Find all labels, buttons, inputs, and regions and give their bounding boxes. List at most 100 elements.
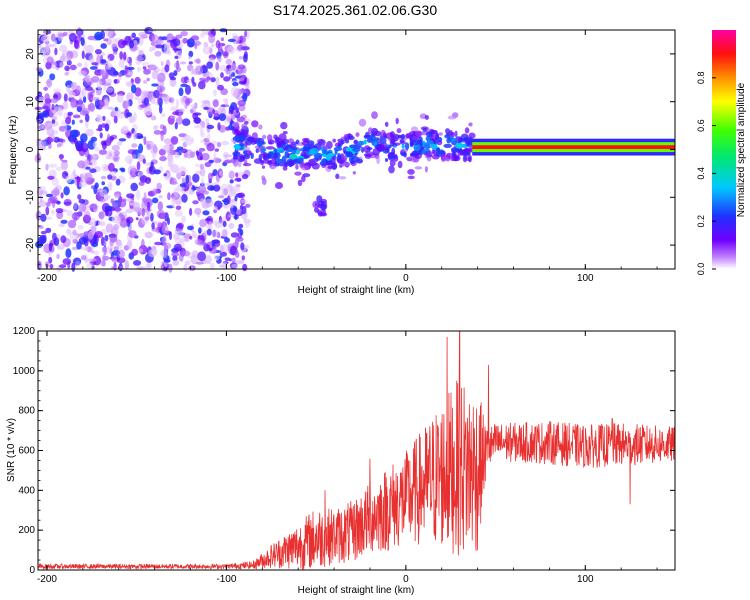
noise-cell [73, 202, 78, 210]
x-tick-label: 0 [403, 574, 409, 585]
noise-cell [78, 180, 87, 188]
noise-cell [103, 38, 109, 42]
noise-cell [187, 225, 194, 231]
noise-cell [212, 157, 220, 164]
noise-cell [231, 263, 238, 269]
noise-cell [94, 147, 100, 152]
noise-cell [128, 60, 133, 66]
noise-cell [68, 32, 77, 42]
noise-cell [220, 72, 224, 79]
noise-cell [40, 230, 47, 235]
noise-cell [227, 38, 236, 43]
noise-cell [220, 187, 224, 197]
signal-cell [235, 172, 239, 178]
noise-cell [228, 109, 234, 115]
noise-cell [74, 138, 78, 145]
noise-cell [50, 209, 55, 215]
signal-cell [462, 148, 471, 153]
noise-cell [200, 177, 205, 186]
noise-cell [66, 84, 71, 93]
noise-cell [182, 250, 191, 257]
noise-cell [126, 66, 135, 71]
noise-cell [203, 242, 207, 247]
noise-cell [234, 250, 240, 259]
noise-cell [78, 236, 87, 245]
signal-cell [409, 152, 415, 157]
noise-cell [60, 219, 68, 224]
noise-cell [129, 40, 134, 49]
noise-cell [37, 124, 44, 130]
noise-cell [85, 128, 94, 137]
noise-cell [242, 92, 248, 102]
noise-cell [151, 83, 159, 87]
signal-cell [360, 146, 365, 153]
noise-cell [94, 231, 104, 239]
noise-cell [154, 50, 162, 57]
signal-cell [276, 142, 281, 149]
noise-cell [194, 207, 202, 215]
signal-cell [279, 149, 285, 154]
signal-cell [407, 175, 415, 180]
x-tick-label: 100 [577, 273, 594, 284]
signal-cell [399, 139, 405, 143]
noise-cell [174, 169, 180, 175]
noise-cell [97, 99, 106, 108]
noise-cell [184, 260, 191, 266]
noise-cell [72, 114, 81, 119]
spectrogram-y-label: Frequency (Hz) [8, 116, 19, 185]
noise-cell [89, 66, 98, 70]
noise-cell [194, 124, 202, 129]
signal-cell [277, 161, 287, 167]
noise-cell [49, 264, 54, 269]
noise-cell [162, 144, 170, 151]
noise-cell [209, 262, 215, 270]
noise-cell [57, 223, 65, 227]
noise-cell [142, 91, 149, 96]
noise-cell [78, 233, 87, 238]
signal-cell [262, 134, 267, 139]
noise-cell [208, 34, 216, 44]
signal-cell [462, 154, 467, 163]
noise-cell [234, 177, 242, 182]
noise-cell [167, 192, 171, 201]
signal-cell [443, 156, 449, 161]
x-tick-label: -200 [37, 273, 57, 284]
y-tick-label: 800 [18, 406, 35, 417]
signal-cell [286, 160, 295, 167]
noise-cell [192, 173, 200, 183]
noise-cell [56, 143, 61, 148]
noise-cell [94, 49, 102, 55]
signal-cell [295, 149, 300, 155]
noise-cell [164, 64, 170, 73]
noise-cell [37, 96, 46, 106]
y-tick-label: -20 [25, 237, 36, 252]
y-tick-label: 1200 [13, 326, 36, 337]
noise-cell [134, 76, 141, 84]
noise-cell [146, 77, 150, 82]
signal-cell [468, 154, 472, 163]
y-tick-label: 0 [25, 146, 36, 152]
noise-cell [126, 216, 134, 224]
noise-cell [137, 171, 144, 177]
noise-cell [211, 239, 220, 244]
noise-cell [71, 119, 75, 125]
noise-cell [118, 59, 125, 68]
colorbar: 0.0 0.2 0.4 0.6 0.8 Normalized spectral ampl… [696, 30, 747, 275]
colorbar-gradient [712, 30, 736, 269]
noise-cell [36, 66, 43, 72]
signal-cell [239, 143, 245, 147]
signal-cell [251, 120, 259, 128]
noise-cell [135, 189, 141, 200]
noise-cell [169, 181, 178, 185]
noise-cell [226, 65, 232, 69]
signal-cell [464, 151, 470, 156]
signal-cell [365, 131, 370, 138]
signal-cell [345, 151, 353, 158]
noise-cell [180, 148, 188, 154]
noise-cell [158, 195, 163, 199]
noise-cell [77, 160, 87, 169]
noise-cell [151, 222, 155, 230]
noise-cell [56, 244, 65, 250]
noise-cell [230, 232, 239, 238]
noise-cell [67, 219, 77, 229]
